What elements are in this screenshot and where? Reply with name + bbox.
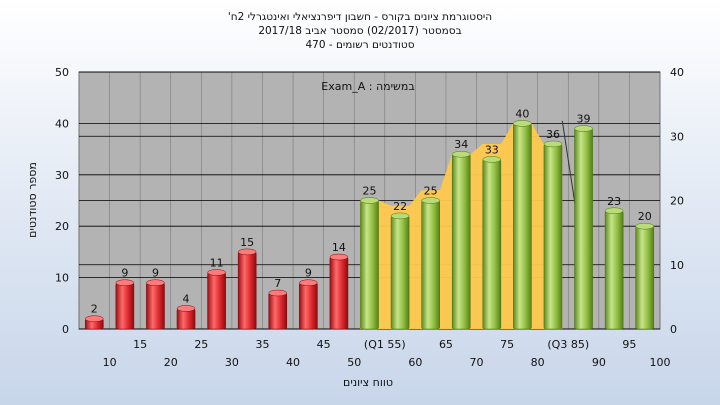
x-tick-label: 10 [103, 356, 117, 369]
data-label: 2 [91, 303, 98, 316]
data-label: 23 [607, 195, 621, 208]
bar-cap [146, 279, 165, 286]
y-tick-label: 10 [55, 272, 69, 285]
x-tick-label: 60 [408, 356, 422, 369]
data-label: 4 [183, 292, 190, 305]
bar-q385 [543, 143, 563, 330]
data-label: 15 [240, 236, 254, 249]
y2-tick-label: 0 [670, 323, 677, 336]
bar-cap [390, 212, 410, 220]
bar-cap [421, 197, 440, 204]
y2-tick-label: 30 [670, 130, 684, 143]
bar-cap [85, 315, 104, 322]
bar-cap [574, 125, 593, 132]
bar-q155 [360, 200, 379, 330]
bar-cap [451, 150, 471, 158]
x-tick-label: 65 [439, 338, 453, 351]
x-tick-label: 95 [622, 338, 636, 351]
bar-80 [513, 123, 532, 330]
bar-cap [360, 197, 379, 204]
annotation: Exam_A : במשימה [321, 80, 414, 93]
y2-tick-label: 10 [670, 259, 684, 272]
data-label: 9 [121, 267, 128, 280]
bar-cap [115, 279, 135, 286]
x-tick-label: 15 [133, 338, 147, 351]
y-tick-label: 0 [62, 323, 69, 336]
bars [84, 120, 655, 330]
x-tick-label: 25 [194, 338, 208, 351]
bar-95 [604, 210, 624, 330]
bar-cap [513, 120, 532, 127]
bar-100 [635, 225, 655, 330]
data-labels: 2 9 9 4 11 15 7 9 14 25 22 25 34 33 40 36 39 23 20 [91, 107, 652, 315]
x-tick-label: 50 [347, 356, 361, 369]
data-label: 9 [305, 267, 312, 280]
data-label: 11 [210, 256, 224, 269]
bar-cap [543, 140, 563, 148]
bar-cap [604, 207, 624, 215]
bar-60 [390, 215, 410, 330]
bar-50 [329, 256, 349, 330]
bar-cap [329, 253, 349, 261]
bar-30 [207, 272, 226, 330]
x-tick-label: 90 [592, 356, 606, 369]
data-label: 25 [363, 185, 377, 198]
x-tick-label: 80 [531, 356, 545, 369]
data-label: 40 [515, 107, 529, 120]
x-tick-label: (Q3 85) [547, 338, 589, 351]
data-label: 33 [485, 143, 499, 156]
bar-cap [237, 248, 257, 256]
bar-35 [237, 251, 257, 330]
data-label: 20 [638, 210, 652, 223]
y-axis-right-ticks: 0 10 20 30 40 [670, 66, 684, 336]
bar-20 [146, 282, 165, 330]
title-line-3: סטודנטים רשומים - 470 [305, 39, 414, 51]
y-tick-label: 30 [55, 169, 69, 182]
data-label: 34 [454, 138, 468, 151]
x-tick-label: 75 [500, 338, 514, 351]
x-axis-label: טווח ציונים [343, 376, 393, 389]
x-tick-label: 70 [470, 356, 484, 369]
bar-75 [482, 159, 502, 330]
x-tick-label: 20 [164, 356, 178, 369]
data-label: 39 [577, 113, 591, 126]
bar-cap [176, 305, 196, 312]
data-label: 9 [152, 267, 159, 280]
data-label: 36 [546, 128, 560, 141]
bar-90 [574, 128, 593, 330]
bar-15 [115, 282, 135, 330]
bar-cap [482, 156, 502, 163]
y-axis-left-ticks: 0 10 20 30 40 50 [55, 66, 69, 336]
data-label: 7 [274, 277, 281, 290]
y-tick-label: 40 [55, 117, 69, 130]
x-tick-label: 35 [255, 338, 269, 351]
y2-tick-label: 40 [670, 66, 684, 79]
bar-cap [635, 222, 654, 230]
bar-65 [421, 200, 440, 330]
y-tick-label: 20 [55, 220, 69, 233]
bar-40 [268, 292, 288, 330]
data-label: 22 [393, 200, 407, 213]
bar-cap [299, 279, 318, 286]
x-tick-label: (Q1 55) [364, 338, 406, 351]
x-tick-label: 45 [317, 338, 331, 351]
title-line-1: 'היסטוגרמת ציונים בקורס - חשבון דיפרנציא… [228, 11, 492, 23]
y2-tick-label: 20 [670, 195, 684, 208]
x-tick-label: 100 [650, 356, 671, 369]
title-line-2: בסמסטר (02/2017) סמסטר אביב 2017/18 [258, 25, 461, 37]
data-label: 25 [424, 185, 438, 198]
bar-cap [268, 289, 288, 297]
gridlines [78, 71, 661, 330]
bar-70 [451, 153, 471, 330]
y-axis-label: מספר סטודנטים [26, 162, 39, 238]
x-tick-label: 30 [225, 356, 239, 369]
bar-cap [207, 269, 226, 276]
x-tick-label: 40 [286, 356, 300, 369]
x-axis-ticks: 10 15 20 25 30 35 40 45 50(Q1 55)60 65 70 75 80(Q3 8… [103, 338, 671, 369]
bar-45 [299, 282, 318, 330]
data-label: 14 [332, 241, 346, 254]
y-tick-label: 50 [55, 66, 69, 79]
